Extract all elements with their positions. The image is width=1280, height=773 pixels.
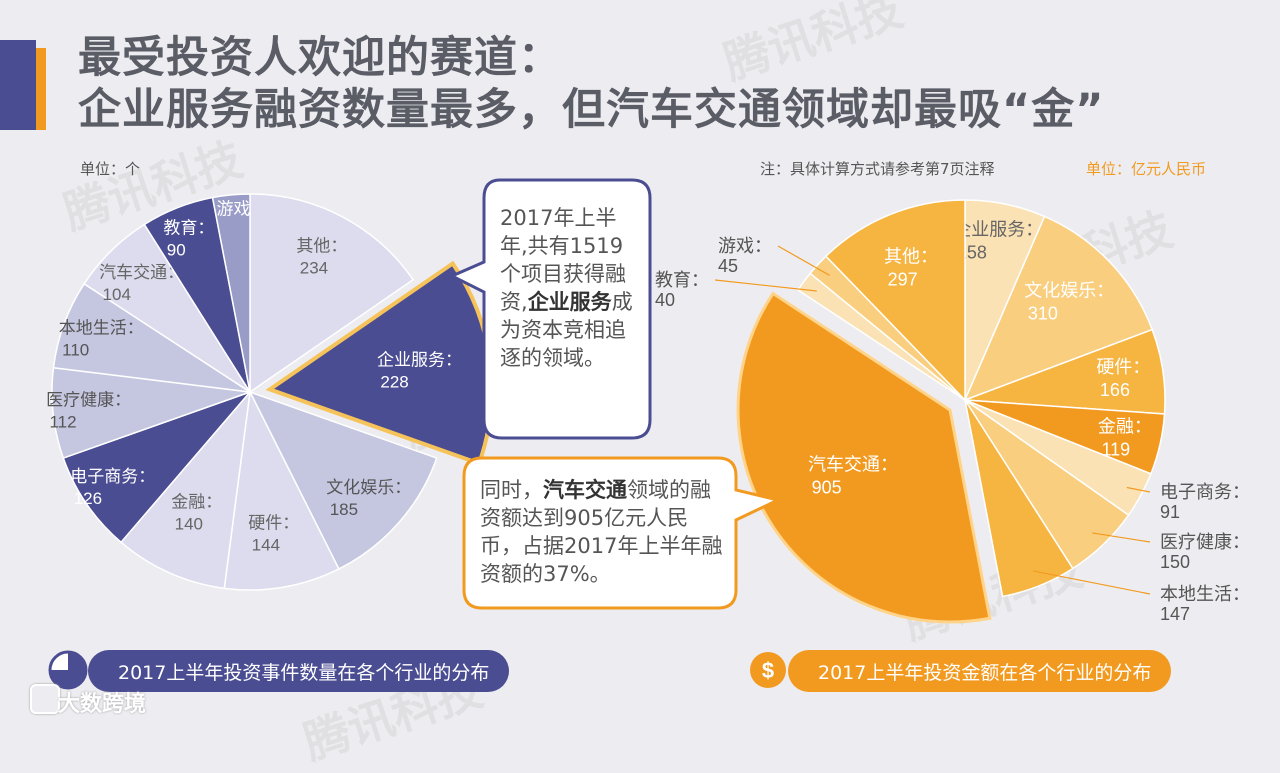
left-pie-slice-5: [62, 390, 253, 544]
left-pie-value-3: 144: [252, 536, 280, 555]
right-pie-value-8: 40: [655, 290, 675, 310]
right-pie-label-7: 汽车交通：: [808, 455, 898, 475]
right-pie-label-5: 医疗健康：: [1160, 532, 1250, 552]
left-pie-label-10: 游戏: [216, 200, 250, 219]
left-pie-slice-3: [223, 389, 340, 591]
left-pie-slice-4: [119, 389, 252, 590]
header-accent-bar-orange: [36, 48, 46, 130]
left-caption-pill: 2017上半年投资事件数量在各个行业的分布: [88, 650, 510, 692]
right-pie-label-4: 电子商务：: [1160, 482, 1250, 502]
right-bubble-text: 同时，汽车交通领域的融资额达到905亿元人民币，占据2017年上半年融资额的37…: [480, 478, 723, 586]
left-pie-label-8: 汽车交通：: [99, 263, 184, 282]
left-pie-slice-2: [248, 390, 438, 570]
left-pie-value-9: 90: [167, 240, 186, 259]
right-speech-bubble: [462, 456, 783, 610]
left-pie-label-3: 硬件：: [248, 514, 299, 533]
left-bubble-text: 2017年上半年,共有1519个项目获得融资,企业服务成为资本竞相追逐的领域。: [500, 206, 633, 370]
right-pie-label-0: 企业服务：: [953, 219, 1043, 239]
left-pie-label-0: 其他：: [296, 236, 347, 255]
right-pie-slice-10: [824, 199, 966, 402]
right-pie-label-2: 硬件：: [1096, 357, 1150, 377]
right-pie-label-8: 教育：: [655, 270, 709, 290]
title-line-1: 最受投资人欢迎的赛道：: [78, 33, 562, 83]
title-line-2: 企业服务融资数量最多，但汽车交通领域却最吸“金”: [78, 85, 1105, 135]
pie-icon: [48, 650, 88, 690]
left-pie-value-5: 126: [74, 489, 102, 508]
right-pie-label-9: 游戏：: [718, 236, 772, 256]
left-unit-label: 单位：个: [80, 160, 141, 178]
left-pie-label-7: 本地生活：: [59, 319, 144, 338]
left-pie-slice-10: [211, 193, 251, 393]
right-pie-slice-1: [963, 215, 1154, 402]
svg-text:$: $: [762, 658, 774, 683]
right-pie-slice-6: [964, 399, 1074, 598]
right-unit-label: 单位：亿元人民币: [1086, 160, 1207, 178]
header-accent-bar: [0, 40, 36, 130]
right-pie-label-3: 金融：: [1098, 416, 1152, 436]
right-pie-value-1: 310: [1028, 304, 1058, 324]
right-pie-label-6: 本地生活：: [1160, 584, 1250, 604]
right-pie-leader-lines: [714, 245, 1151, 595]
right-pie-value-4: 91: [1160, 502, 1180, 522]
right-pie-value-10: 297: [888, 270, 918, 290]
right-pie-leader-6: [1032, 570, 1151, 595]
left-pie-label-9: 教育：: [163, 218, 214, 237]
right-pie-chart: 企业服务：158文化娱乐：310硬件：166金融：119电子商务：91医疗健康：…: [655, 199, 1250, 624]
right-pie-value-9: 45: [718, 256, 738, 276]
left-pie-label-1: 企业服务：: [377, 351, 462, 370]
page-title: 最受投资人欢迎的赛道： 企业服务融资数量最多，但汽车交通领域却最吸“金”: [78, 32, 1105, 136]
left-pie-value-2: 185: [330, 500, 358, 519]
right-pie-slice-7: [736, 291, 992, 624]
right-pie-leader-4: [1126, 486, 1151, 493]
left-pie-value-6: 112: [49, 413, 76, 432]
right-pie-label-10: 其他：: [884, 247, 938, 267]
left-pie-chart: 其他： 234 企业服务： 228 文化娱乐： 185 硬件： 144 金融： 140 电子商务： 1…: [46, 193, 494, 591]
right-pie-value-5: 150: [1160, 552, 1190, 572]
left-pie-value-0: 234: [300, 258, 328, 277]
brand-logo-icon: [30, 684, 60, 714]
right-note: 注：具体计算方式请参考第7页注释: [760, 160, 995, 178]
right-caption-pill: 2017上半年投资金额在各个行业的分布: [788, 650, 1172, 692]
right-pie-value-3: 119: [1102, 439, 1131, 459]
left-pie-slice-0: [249, 193, 415, 394]
left-pie-label-6: 医疗健康：: [46, 391, 131, 410]
right-pie-label-1: 文化娱乐：: [1024, 281, 1114, 301]
right-pie-value-6: 147: [1160, 604, 1190, 624]
dollar-icon: $: [750, 652, 786, 688]
left-pie-label-5: 电子商务：: [70, 467, 155, 486]
right-pie-leader-5: [1092, 532, 1151, 543]
left-pie-value-8: 104: [103, 285, 131, 304]
left-pie-value-1: 228: [380, 373, 408, 392]
left-speech-bubble: [448, 178, 652, 440]
brand-name: 大数跨境: [58, 692, 147, 717]
charts-canvas: 其他： 234 企业服务： 228 文化娱乐： 185 硬件： 144 金融： 140 电子商务： 1…: [46, 178, 1250, 624]
right-pie-value-7: 905: [812, 478, 842, 498]
left-pie-label-4: 金融：: [171, 492, 222, 511]
left-pie-label-2: 文化娱乐：: [326, 478, 411, 497]
left-pie-value-4: 140: [175, 514, 203, 533]
left-pie-value-7: 110: [62, 341, 89, 360]
right-pie-leader-8: [714, 279, 817, 292]
right-pie-value-2: 166: [1100, 380, 1130, 400]
right-pie-leader-9: [777, 245, 830, 276]
